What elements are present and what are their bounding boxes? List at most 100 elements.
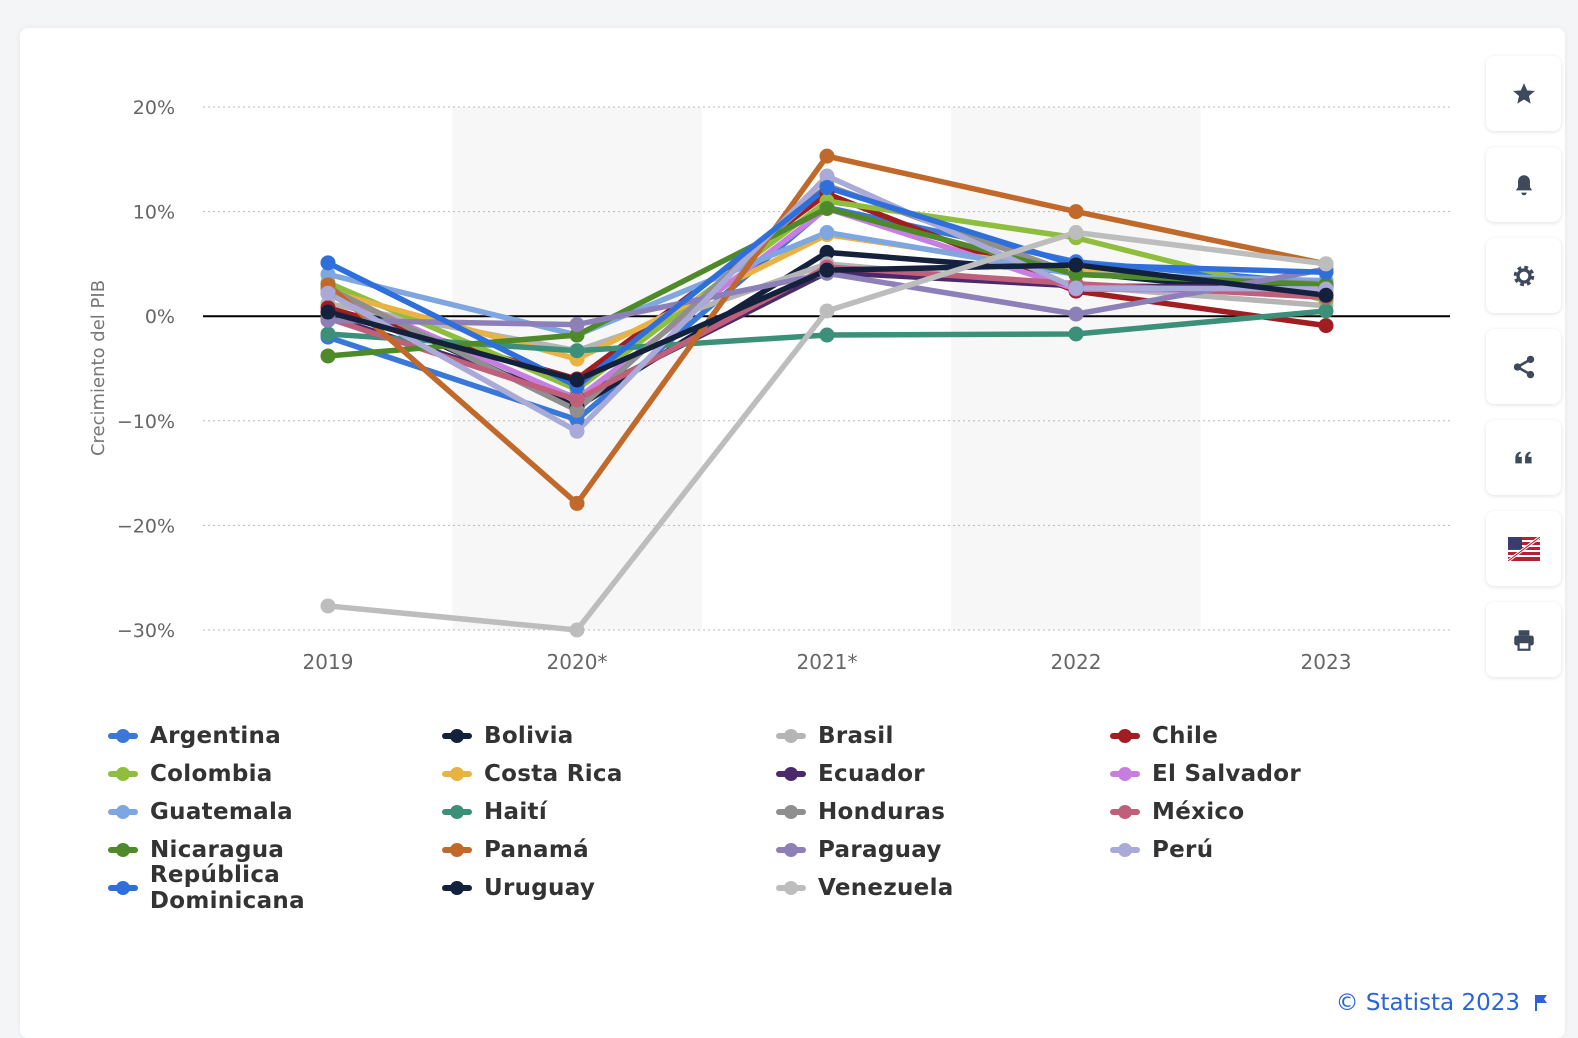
data-point[interactable] [320,326,336,342]
legend-item[interactable]: Perú [1110,836,1444,864]
legend-item[interactable]: Guatemala [108,798,442,826]
legend-label: Panamá [484,837,589,863]
data-point[interactable] [819,244,835,260]
print-button[interactable] [1486,602,1561,677]
legend-swatch [776,805,806,819]
legend-label: Brasil [818,723,894,749]
legend-label: El Salvador [1152,761,1301,787]
legend-item[interactable]: Haití [442,798,776,826]
data-point[interactable] [569,402,585,418]
y-tick-label: 20% [133,97,175,119]
legend-swatch [108,767,138,781]
quote-icon [1514,451,1532,463]
legend-item[interactable]: Costa Rica [442,760,776,788]
legend-item[interactable]: Argentina [108,722,442,750]
legend-item[interactable]: Venezuela [776,874,1110,902]
legend-item[interactable]: Nicaragua [108,836,442,864]
bell-icon [1515,174,1532,195]
legend-swatch [1110,805,1140,819]
legend-swatch [108,805,138,819]
star-icon [1512,82,1535,104]
legend-item[interactable]: Bolivia [442,722,776,750]
x-tick-label: 2023 [1301,650,1352,674]
data-point[interactable] [320,285,336,301]
data-point[interactable] [1068,225,1084,241]
y-tick-label: −10% [117,411,175,433]
data-point[interactable] [819,200,835,216]
data-point[interactable] [819,225,835,241]
data-point[interactable] [569,317,585,333]
data-point[interactable] [320,598,336,614]
printer-icon [1513,629,1534,651]
legend-swatch [108,729,138,743]
data-point[interactable] [819,148,835,164]
data-point[interactable] [1068,280,1084,296]
legend-swatch [108,843,138,857]
data-point[interactable] [1068,204,1084,220]
legend-swatch [1110,767,1140,781]
data-point[interactable] [1068,257,1084,273]
chart-legend: Argentina Bolivia Brasil Chile Colombia Costa… [108,722,1444,914]
legend-label: República Dominicana [149,862,305,914]
legend-swatch [442,729,472,743]
flag-uk-us-icon [1507,536,1540,561]
cite-button[interactable] [1486,420,1561,495]
x-tick-label: 2022 [1051,650,1102,674]
legend-item[interactable]: Ecuador [776,760,1110,788]
y-tick-label: −20% [117,515,175,537]
legend-item[interactable]: República Dominicana [108,862,442,914]
legend-label: Venezuela [818,875,954,901]
data-point[interactable] [320,348,336,364]
legend-item[interactable]: México [1110,798,1444,826]
legend-swatch [442,805,472,819]
legend-swatch [776,843,806,857]
notification-button[interactable] [1486,147,1561,222]
y-tick-label: −30% [117,620,175,642]
favorite-button[interactable] [1486,56,1561,131]
data-point[interactable] [819,327,835,343]
data-point[interactable] [1318,287,1334,303]
data-point[interactable] [819,303,835,319]
data-point[interactable] [569,622,585,638]
legend-swatch [776,729,806,743]
settings-button[interactable] [1486,238,1561,313]
legend-item[interactable]: Paraguay [776,836,1110,864]
data-point[interactable] [569,495,585,511]
data-point[interactable] [819,262,835,278]
data-point[interactable] [569,343,585,359]
share-icon [1513,355,1534,378]
legend-label: Honduras [818,799,946,825]
statista-credits[interactable]: © Statista 2023 [1336,990,1548,1016]
legend-item[interactable]: Panamá [442,836,776,864]
data-point[interactable] [320,266,336,282]
language-button[interactable] [1486,511,1561,586]
legend-label: Paraguay [818,837,942,863]
data-point[interactable] [320,304,336,320]
data-point[interactable] [569,327,585,343]
data-point[interactable] [1068,306,1084,322]
legend-item[interactable]: Brasil [776,722,1110,750]
legend-item[interactable]: Colombia [108,760,442,788]
legend-item[interactable]: Honduras [776,798,1110,826]
legend-swatch [442,767,472,781]
legend-item[interactable]: Chile [1110,722,1444,750]
data-point[interactable] [1318,256,1334,272]
flag-icon [1535,995,1547,1011]
data-point[interactable] [569,423,585,439]
legend-swatch [442,881,472,895]
legend-swatch [108,881,138,895]
legend-item[interactable]: El Salvador [1110,760,1444,788]
data-point[interactable] [569,392,585,408]
data-point[interactable] [1318,303,1334,319]
legend-item[interactable]: Uruguay [442,874,776,902]
data-point[interactable] [320,255,336,271]
legend-label: México [1152,799,1245,825]
data-point[interactable] [819,180,835,196]
legend-label: Costa Rica [484,761,623,787]
share-button[interactable] [1486,329,1561,404]
data-point[interactable] [1068,326,1084,342]
data-point[interactable] [819,168,835,184]
data-point[interactable] [569,372,585,388]
data-point[interactable] [1318,318,1334,334]
legend-label: Nicaragua [150,837,285,863]
